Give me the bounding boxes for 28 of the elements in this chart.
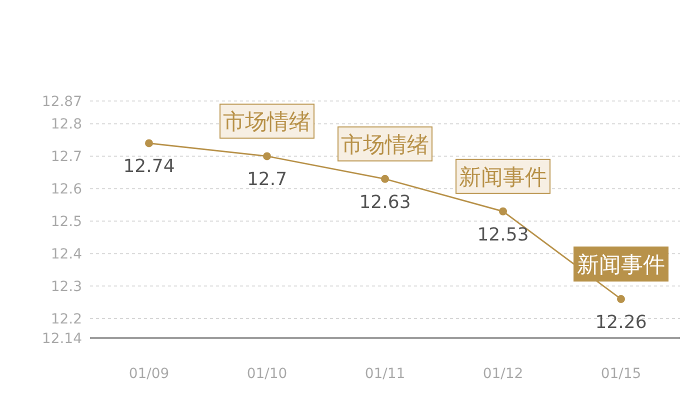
x-tick-label: 01/10 (246, 366, 288, 382)
y-tick-label: 12.7 (50, 149, 82, 166)
y-tick-label: 12.5 (50, 214, 82, 230)
data-label: 12.53 (477, 224, 529, 246)
data-label: 12.7 (246, 169, 288, 190)
x-tick-label: 01/15 (600, 366, 642, 382)
y-tick-label: 12.3 (50, 279, 82, 296)
annotation: 新闻事件 (459, 165, 547, 190)
x-tick-label: 01/09 (128, 366, 170, 382)
y-tick-label: 12.87 (42, 94, 82, 110)
x-tick-label: 01/12 (482, 366, 524, 382)
y-tick-label: 12.14 (42, 331, 82, 347)
point (263, 152, 271, 160)
point (145, 139, 153, 148)
x-tick-label: 01/11 (364, 366, 406, 382)
annotation: 市场情绪 (341, 132, 429, 158)
annotation: 新闻事件 (577, 253, 665, 278)
point (499, 207, 507, 216)
data-label: 12.26 (595, 312, 647, 334)
y-tick-label: 12.6 (50, 182, 82, 198)
point (617, 295, 625, 304)
annotation: 市场情绪 (223, 110, 311, 136)
point (381, 174, 389, 183)
data-label: 12.74 (123, 156, 175, 178)
y-tick-label: 12.8 (50, 116, 82, 133)
y-tick-label: 12.2 (50, 312, 82, 328)
data-label: 12.63 (359, 192, 411, 213)
y-tick-label: 12.4 (50, 246, 82, 263)
